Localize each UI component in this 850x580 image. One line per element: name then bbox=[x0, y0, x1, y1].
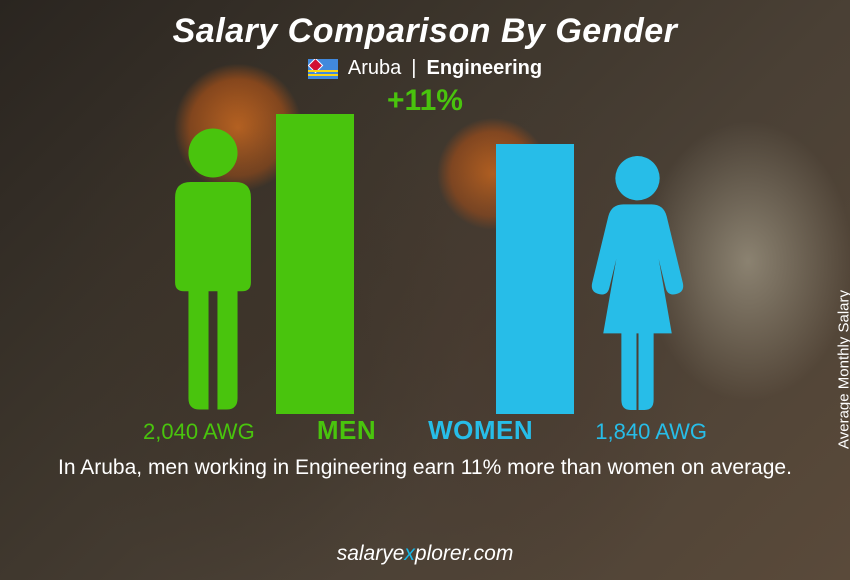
men-label: MEN bbox=[317, 415, 376, 446]
summary-text: In Aruba, men working in Engineering ear… bbox=[58, 454, 792, 482]
men-bar bbox=[276, 114, 354, 414]
field-label: Engineering bbox=[427, 57, 543, 80]
country-label: Aruba bbox=[348, 57, 401, 80]
salary-chart: +11% bbox=[115, 88, 735, 448]
men-group bbox=[155, 114, 360, 414]
subtitle-separator: | bbox=[411, 57, 416, 80]
gender-labels: MEN WOMEN bbox=[317, 415, 533, 446]
footer-source: salaryexplorer.com bbox=[0, 542, 850, 566]
aruba-flag-icon bbox=[308, 59, 338, 79]
footer-prefix: salarye bbox=[337, 542, 405, 565]
women-bar bbox=[496, 144, 574, 414]
page-title: Salary Comparison By Gender bbox=[173, 12, 678, 51]
footer-suffix: plorer.com bbox=[415, 542, 513, 565]
women-label: WOMEN bbox=[428, 415, 533, 446]
female-icon bbox=[580, 152, 695, 414]
male-icon bbox=[155, 124, 270, 414]
subtitle-row: Aruba | Engineering bbox=[308, 57, 542, 80]
delta-percent-label: +11% bbox=[387, 84, 463, 118]
women-salary-value: 1,840 AWG bbox=[595, 419, 707, 445]
women-group bbox=[490, 144, 695, 414]
infographic-container: Salary Comparison By Gender Aruba | Engi… bbox=[0, 0, 850, 580]
y-axis-label: Average Monthly Salary bbox=[836, 290, 850, 449]
chart-labels-row: 2,040 AWG MEN WOMEN 1,840 AWG bbox=[115, 415, 735, 446]
men-salary-value: 2,040 AWG bbox=[143, 419, 255, 445]
footer-x: x bbox=[404, 542, 415, 565]
